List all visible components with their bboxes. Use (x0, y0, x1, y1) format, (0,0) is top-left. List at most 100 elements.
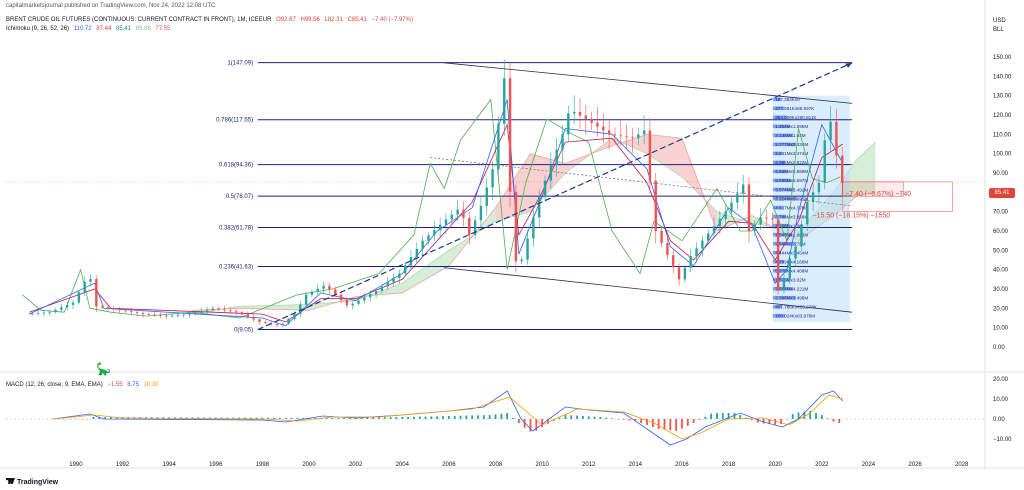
candle-body (322, 285, 325, 289)
macd-histogram-bar (576, 415, 578, 419)
candle-body (794, 246, 797, 259)
candle-body (672, 255, 675, 268)
volume-profile-bar (772, 268, 787, 273)
macd-line (52, 390, 844, 446)
candle-body (724, 211, 727, 219)
candle-body (555, 149, 558, 166)
volume-profile-bar (772, 187, 794, 192)
macd-histogram-bar (372, 417, 375, 419)
candle-body (48, 312, 51, 313)
fib-level-label: 0.618(94.36) (219, 163, 253, 169)
candle-body (730, 202, 733, 212)
y-tick-label: 140.00 (993, 74, 1012, 80)
macd-histogram-bar (360, 417, 363, 419)
candle-body (106, 307, 110, 309)
candle-body (194, 312, 197, 315)
macd-histogram-bar (302, 417, 305, 419)
macd-histogram-bar (605, 417, 608, 419)
y-tick-label: 30.00 (993, 287, 1009, 293)
volume-profile-label: 2.385Mx2.822M (775, 160, 808, 165)
candle-body (363, 297, 366, 301)
candle-body (695, 248, 698, 257)
candle-body (444, 219, 448, 225)
x-tick-label: 2016 (675, 462, 689, 468)
macd-histogram-bar (599, 417, 602, 419)
candle-body (485, 187, 488, 206)
macd-histogram-bar (762, 419, 765, 424)
macd-histogram-bar (366, 417, 369, 419)
high-value: H99.56 (300, 17, 320, 23)
candle-body (124, 310, 127, 312)
trendlines[interactable] (257, 62, 853, 331)
candle-body (351, 303, 354, 306)
macd-histogram-bar (517, 419, 520, 423)
ichimoku-value: 110.72 (73, 26, 92, 32)
candle-body (159, 315, 162, 316)
volume-profile-label: 2.261Mx2.474M (775, 151, 808, 156)
candle-body (765, 217, 768, 219)
y-tick-label: 0.00 (993, 345, 1005, 351)
candle-body (782, 278, 786, 291)
candle-body (503, 78, 506, 124)
volume-profile-bar (772, 124, 790, 129)
publish-info: capitalmarketsjournal published on Tradi… (6, 3, 216, 9)
candle-body (497, 123, 500, 170)
conversion-line (29, 99, 844, 327)
macd-histogram-bar (512, 418, 514, 419)
candle-body (89, 279, 92, 282)
volume-profile-label: 2.54Mx2.276M (775, 241, 806, 246)
macd-histogram-bar (669, 419, 672, 431)
macd-histogram-bar (98, 417, 101, 419)
macd-histogram-bar (564, 415, 567, 419)
candle-body (677, 267, 681, 280)
candle-body (334, 289, 337, 295)
macd-histogram-bar (488, 415, 491, 419)
ichimoku-value: 77.55 (155, 26, 171, 32)
fibonacci-retracement[interactable]: 1(147.09) 0.786(117.55) 0.618(94.36) 0.5(78… (216, 61, 853, 334)
candle-body (264, 321, 267, 323)
macd-histogram-bar (343, 417, 345, 419)
macd-label: MACD (12, 26, close, 9, EMA, EMA) (6, 382, 103, 388)
volume-profile-bar (772, 277, 790, 282)
candle-body (182, 314, 185, 316)
candle-body (252, 317, 255, 320)
candle-body (543, 180, 547, 197)
y-tick-label: 50.00 (993, 248, 1009, 254)
candle-body (83, 281, 86, 293)
candle-body (310, 291, 314, 295)
macd-histogram-bar (278, 417, 281, 419)
candle-body (246, 314, 250, 318)
close-value: C85.41 (347, 17, 367, 23)
volume-profile-bar (772, 178, 791, 183)
candle-body (654, 180, 657, 231)
axes: USD BLL 150.00 140.00 130.00 120.00 110.00 100.… (69, 18, 1012, 468)
macd-legend[interactable]: MACD (12, 26, close, 9, EMA, EMA) −1.55 … (6, 381, 162, 389)
candle-body (468, 217, 471, 235)
candle-body (176, 315, 180, 316)
volume-profile-bar (772, 205, 783, 210)
candle-body (357, 300, 360, 304)
macd-histogram-bar (453, 415, 456, 419)
volume-profile-label: 354.009Kx280.811K (775, 115, 817, 120)
candle-body (648, 130, 652, 181)
fib-level-label: 0.236(41.63) (219, 265, 253, 271)
candle-body (258, 319, 261, 322)
macd-value: 8.75 (127, 382, 139, 388)
fib-level-label: 0.786(117.55) (216, 118, 253, 124)
ichimoku-legend[interactable]: Ichimoku (9, 26, 52, 26) 110.72 87.44 85… (6, 25, 173, 33)
macd-histogram-bar (407, 416, 409, 419)
macd-histogram-bar (313, 417, 316, 419)
lower-channel-trendline (444, 267, 853, 313)
candle-body (619, 135, 622, 137)
macd-tick-label: 10.00 (993, 397, 1009, 403)
candle-body (491, 169, 494, 188)
candle-body (526, 238, 529, 260)
macd-histogram-bar (348, 417, 351, 419)
macd-histogram-bar (261, 417, 264, 419)
x-tick-label: 1992 (116, 462, 130, 468)
volume-profile-bar (772, 214, 786, 219)
candle-body (345, 300, 349, 306)
macd-histogram-bar (92, 417, 95, 419)
candle-body (450, 214, 453, 220)
